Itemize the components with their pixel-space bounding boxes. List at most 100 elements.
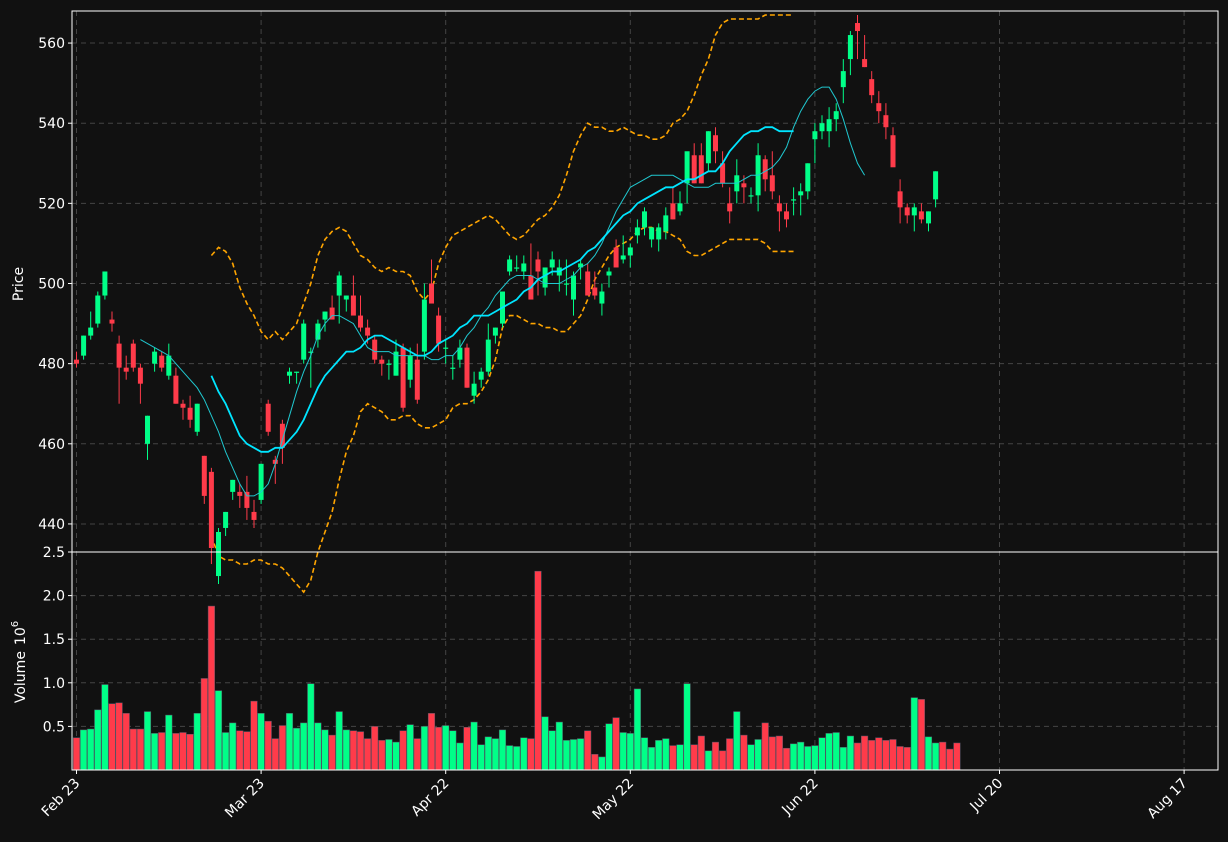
candle-body <box>379 359 385 364</box>
candle-body <box>840 71 846 88</box>
volume-bar <box>143 711 152 771</box>
volume-bar <box>257 713 265 771</box>
volume-panel-frame <box>71 551 1219 771</box>
candle-body <box>627 247 633 256</box>
candle-body <box>897 191 903 208</box>
volume-bar <box>378 740 386 771</box>
candle-body <box>876 103 882 112</box>
volume-bar <box>214 690 223 771</box>
volume-bar <box>804 746 812 771</box>
volume-bar <box>293 727 301 771</box>
candle-body <box>386 363 392 365</box>
price-tick-label: 500 <box>38 277 65 293</box>
candle-body <box>187 407 193 420</box>
candle-body <box>521 263 527 272</box>
candle-body <box>918 211 924 220</box>
candle-body <box>819 123 825 132</box>
volume-bar <box>917 699 925 771</box>
volume-bar <box>101 684 109 771</box>
volume-bar <box>470 721 478 771</box>
candle-body <box>855 23 860 32</box>
volume-bar <box>534 570 542 771</box>
volume-bar <box>72 737 81 771</box>
volume-bar <box>449 730 457 771</box>
volume-bar <box>506 745 514 771</box>
candle-body <box>287 371 292 376</box>
candle-body <box>620 255 626 260</box>
volume-bar <box>122 713 130 771</box>
candle-body <box>762 159 768 180</box>
volume-tick-label: 0.5 <box>43 719 65 735</box>
volume-bar <box>364 738 372 771</box>
candle-body <box>904 207 910 216</box>
volume-bar <box>285 713 294 771</box>
candle-body <box>265 403 271 432</box>
volume-bar <box>612 717 620 771</box>
volume-bar <box>87 728 95 771</box>
volume-bar <box>385 739 393 771</box>
candle-body <box>613 247 619 268</box>
volume-bar <box>676 744 684 771</box>
candle-body <box>365 327 371 336</box>
volume-bar <box>179 732 187 771</box>
volume-bar <box>335 711 343 771</box>
candle-body <box>826 119 832 132</box>
volume-bar <box>825 733 833 771</box>
volume-bar <box>853 742 862 771</box>
candle-body <box>691 155 697 184</box>
candle-body <box>308 351 314 353</box>
volume-tick-label: 1.0 <box>43 676 65 692</box>
candle-body <box>542 267 548 288</box>
candle-body <box>237 491 243 496</box>
candle-body <box>812 131 818 140</box>
volume-bar <box>726 738 734 771</box>
candle-body <box>173 375 179 404</box>
volume-bar <box>655 740 663 771</box>
candle-body <box>159 355 165 368</box>
candle-body <box>322 311 328 320</box>
lower-band-line <box>210 226 794 594</box>
candle-body <box>407 355 413 380</box>
candle-body <box>642 211 647 228</box>
candle-body <box>301 323 307 360</box>
candle-body <box>805 163 811 192</box>
volume-bar <box>790 743 798 771</box>
candle-body <box>677 203 683 212</box>
volume-bar <box>229 722 237 771</box>
volume-bar <box>939 741 947 771</box>
candle-body <box>713 135 718 152</box>
candle-body <box>599 291 605 304</box>
volume-bar <box>889 739 897 771</box>
volume-bar <box>605 723 613 771</box>
candle-body <box>201 455 207 496</box>
volume-bar <box>662 738 670 771</box>
candle-body <box>563 283 569 285</box>
candle-body <box>336 275 342 296</box>
candle-body <box>393 351 399 376</box>
candle-body <box>578 263 584 268</box>
volume-bar <box>584 730 592 771</box>
volume-bar <box>420 726 428 771</box>
volume-bar <box>946 748 954 771</box>
volume-bar <box>811 745 819 771</box>
volume-bar <box>158 732 166 771</box>
volume-bar <box>761 722 769 771</box>
candle-body <box>180 403 186 408</box>
candle-body <box>251 511 257 520</box>
price-tick-label: 480 <box>38 357 65 373</box>
volume-bar <box>818 737 826 771</box>
volume-tick-label: 1.5 <box>43 632 65 648</box>
candle-body <box>166 355 172 376</box>
candle-body <box>514 267 520 269</box>
volume-bar <box>484 736 492 771</box>
candle-body <box>329 307 335 320</box>
candle-body <box>471 383 477 396</box>
volume-bar <box>754 739 762 771</box>
price-tick-label: 540 <box>38 116 65 132</box>
volume-bar <box>953 742 961 771</box>
volume-bar <box>868 740 876 771</box>
volume-bar <box>442 725 450 771</box>
volume-bar <box>839 747 847 771</box>
